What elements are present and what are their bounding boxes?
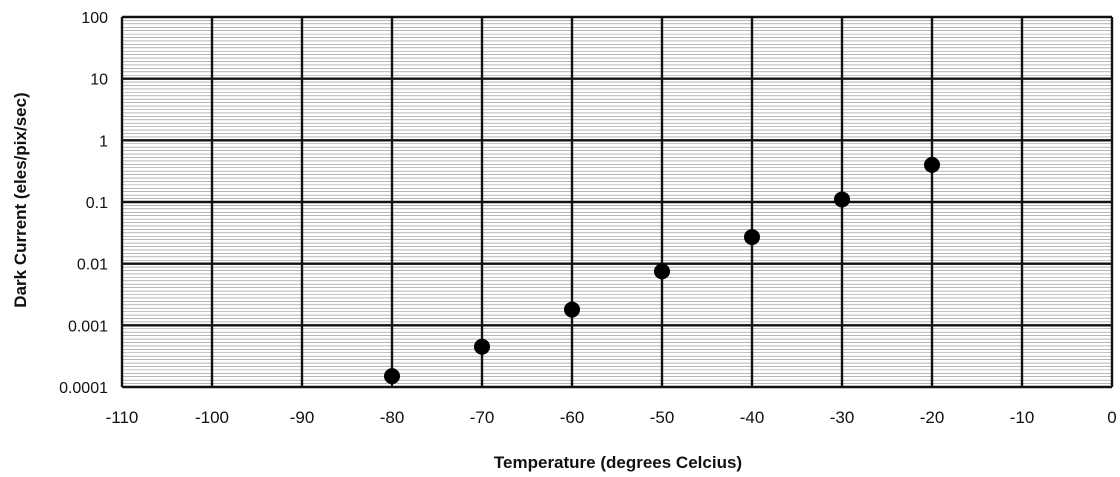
y-tick-labels: 0.0001 0.001 0.01 0.1 1 10 100: [59, 10, 108, 397]
y-tick-label: 1: [99, 133, 108, 150]
x-tick-label: -30: [830, 408, 855, 427]
major-gridlines: [120, 15, 1114, 389]
data-points: [384, 156, 940, 385]
x-tick-label: -40: [740, 408, 765, 427]
data-point: [384, 368, 400, 385]
x-tick-label: -110: [106, 408, 139, 427]
y-tick-label: 0.01: [77, 257, 108, 274]
data-point: [744, 229, 760, 246]
x-tick-labels: -110 -100 -90 -80 -70 -60 -50 -40 -30 -20 -10 0: [106, 408, 1117, 427]
data-point: [654, 263, 670, 280]
data-point: [924, 156, 940, 173]
y-tick-label: 10: [90, 72, 108, 89]
y-tick-label: 0.1: [86, 195, 108, 212]
x-tick-label: -50: [650, 408, 675, 427]
x-tick-label: -70: [470, 408, 495, 427]
data-point: [834, 191, 850, 208]
x-tick-label: -10: [1010, 408, 1035, 427]
x-tick-label: -20: [920, 408, 945, 427]
x-axis-label: Temperature (degrees Celcius): [494, 453, 742, 472]
y-axis-label: Dark Current (eles/pix/sec): [11, 92, 30, 307]
minor-gridlines: [122, 20, 1112, 384]
y-tick-label: 0.001: [68, 318, 108, 335]
y-tick-label: 100: [81, 10, 108, 27]
y-tick-label: 0.0001: [59, 380, 108, 397]
data-point: [474, 338, 490, 355]
data-point: [564, 301, 580, 318]
x-tick-label: -90: [290, 408, 315, 427]
x-tick-label: 0: [1107, 408, 1116, 427]
x-tick-label: -80: [380, 408, 405, 427]
x-tick-label: -100: [195, 408, 229, 427]
x-tick-label: -60: [560, 408, 585, 427]
